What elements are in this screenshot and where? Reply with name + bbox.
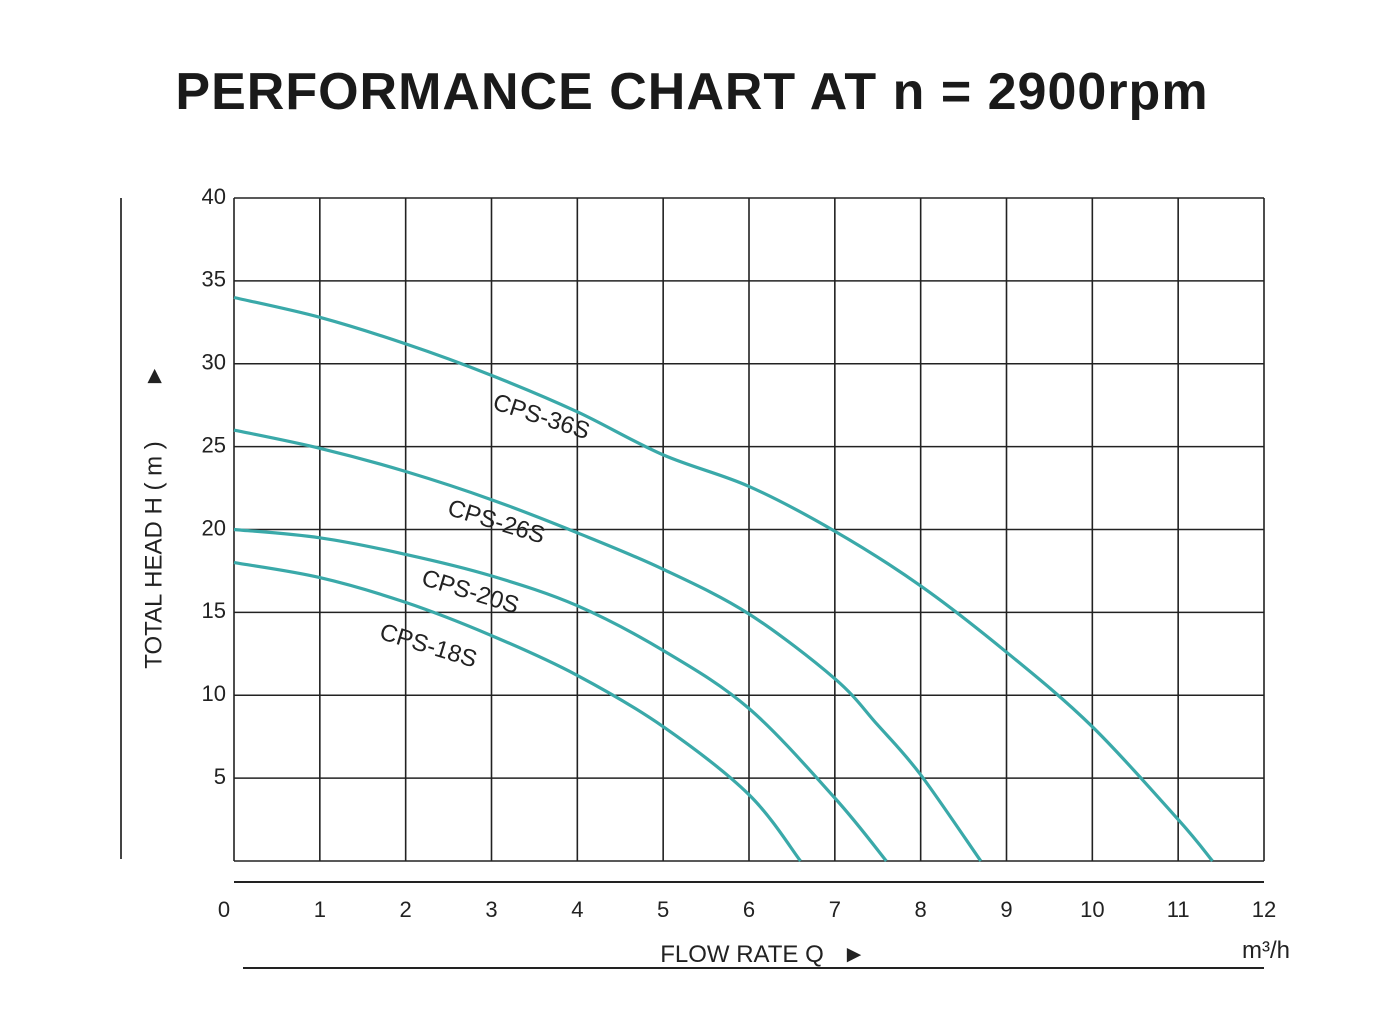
y-tick-label: 25 [202,432,226,457]
x-tick-label: 4 [571,897,583,922]
x-tick-label: 3 [485,897,497,922]
axis-frame [120,198,1264,969]
y-tick-label: 30 [202,350,226,375]
y-axis-arrow: ► [140,364,167,388]
x-tick-label: 9 [1000,897,1012,922]
x-tick-labels: 0 1 2 3 4 5 6 7 8 9 10 11 12 [218,897,1276,922]
curve-cps-20s [233,527,888,863]
x-tick-label: 1 [314,897,326,922]
x-axis-title: FLOW RATE Q [660,941,824,968]
x-tick-label: 12 [1252,897,1276,922]
y-tick-label: 35 [202,267,226,292]
y-tick-label: 10 [202,681,226,706]
x-axis-unit: m³/h [1242,937,1290,964]
curve-cps-26s [233,428,983,862]
x-tick-label: 7 [829,897,841,922]
grid [233,197,1265,862]
x-tick-label: 6 [743,897,755,922]
y-axis-title: TOTAL HEAD H ( m ) [140,441,167,669]
curve-cps-18s [233,561,802,862]
x-tick-label: 8 [915,897,927,922]
x-tick-label: 5 [657,897,669,922]
performance-curves [233,295,1214,863]
y-tick-label: 15 [202,598,226,623]
x-tick-label: 10 [1080,897,1104,922]
y-tick-label: 20 [202,515,226,540]
x-tick-label: 11 [1167,897,1190,922]
x-tick-label: 2 [400,897,412,922]
y-tick-label: 40 [202,184,226,209]
x-tick-label: 0 [218,897,230,922]
curve-label: CPS-18S [377,618,481,673]
y-tick-label: 5 [214,764,226,789]
x-axis-arrow: ► [842,941,866,968]
curve-cps-36s [233,295,1214,863]
y-tick-labels: 5 10 15 20 25 30 35 40 [202,184,226,789]
chart-title: PERFORMANCE CHART AT n = 2900rpm [175,63,1209,121]
